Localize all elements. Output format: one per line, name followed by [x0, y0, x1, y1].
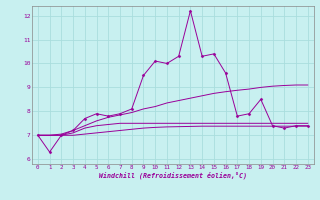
X-axis label: Windchill (Refroidissement éolien,°C): Windchill (Refroidissement éolien,°C): [99, 172, 247, 179]
